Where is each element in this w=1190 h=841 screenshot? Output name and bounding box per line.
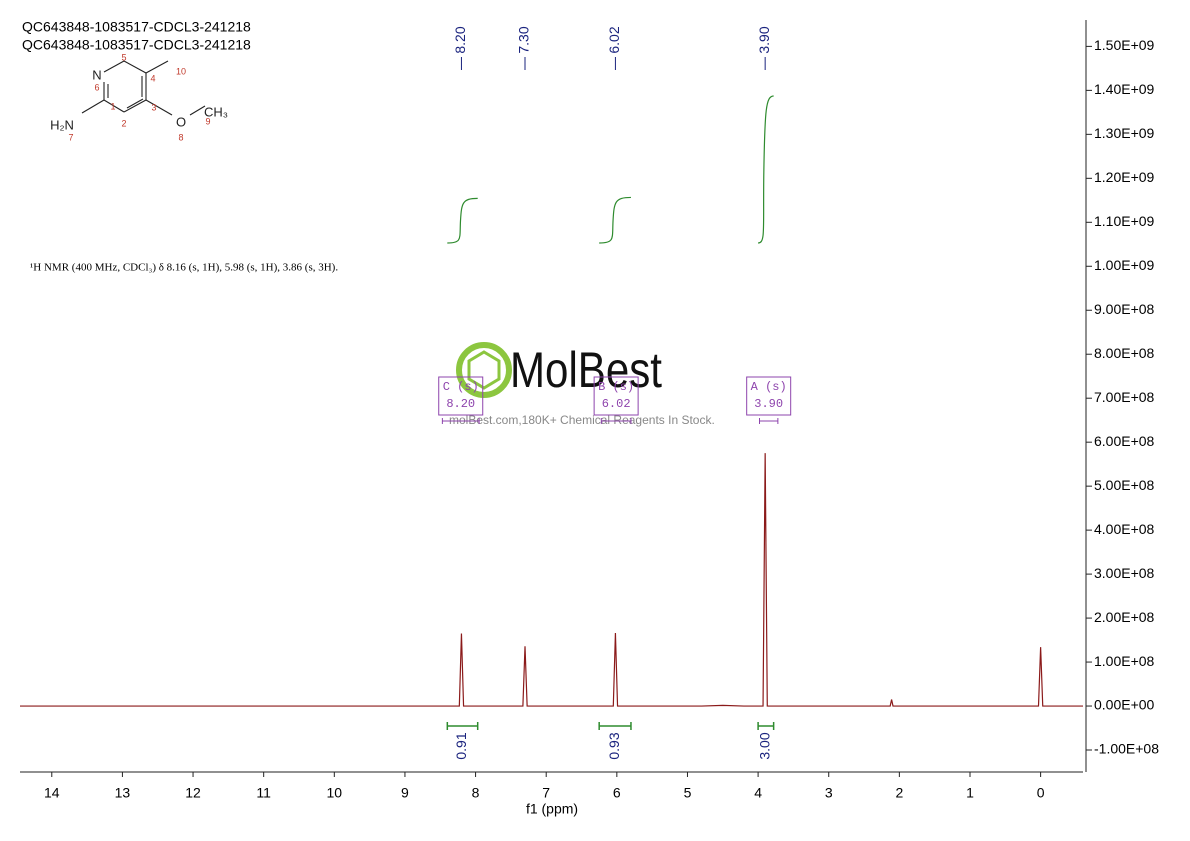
y-tick-label: 6.00E+08 [1094, 433, 1155, 449]
structure-label: H₂N [50, 117, 74, 132]
multiplet-label: B (s) [598, 380, 634, 394]
integral-bracket [598, 722, 632, 730]
multiplet-range [600, 418, 632, 424]
structure-label: 4 [150, 73, 155, 83]
spectrum-line [20, 453, 1083, 707]
y-tick-label: 1.00E+09 [1094, 257, 1155, 273]
y-tick-label: -1.00E+08 [1094, 741, 1159, 757]
x-tick-label: 12 [185, 785, 201, 801]
integral-curve [447, 197, 478, 244]
title-line: QC643848-1083517-CDCL3-241218 [22, 19, 251, 35]
x-tick-label: 1 [966, 785, 974, 801]
structure-label: CH₃ [204, 104, 228, 119]
structure-label: N [92, 67, 101, 82]
watermark: MolBest [510, 342, 662, 398]
title-line: QC643848-1083517-CDCL3-241218 [22, 37, 251, 53]
x-tick-label: 3 [825, 785, 833, 801]
x-tick-label: 0 [1037, 785, 1045, 801]
y-tick-label: 1.30E+09 [1094, 125, 1155, 141]
multiplet-label: A (s) [751, 380, 787, 394]
multiplet-shift: 6.02 [602, 397, 631, 411]
y-tick-label: 7.00E+08 [1094, 389, 1155, 405]
multiplet-range [759, 418, 779, 424]
multiplet-label: C (s) [443, 380, 479, 394]
structure-label: 3 [151, 102, 156, 112]
watermark-logo [456, 342, 512, 398]
peak-label: 3.90 [756, 26, 772, 53]
structure-label: 2 [121, 118, 126, 128]
integral-label: 3.00 [757, 732, 773, 759]
y-tick-label: 4.00E+08 [1094, 521, 1155, 537]
y-tick-label: 9.00E+08 [1094, 301, 1155, 317]
multiplet-box [438, 376, 484, 416]
multiplet-shift: 3.90 [754, 397, 783, 411]
x-tick-label: 2 [895, 785, 903, 801]
integral-curve [757, 95, 774, 244]
structure-label: 6 [94, 82, 99, 92]
integral-label: 0.91 [453, 732, 469, 759]
structure-label: 5 [121, 52, 126, 62]
x-tick-label: 10 [327, 785, 343, 801]
multiplet-box [746, 376, 792, 416]
y-tick-label: 2.00E+08 [1094, 609, 1155, 625]
multiplet-shift: 8.20 [446, 397, 475, 411]
x-tick-label: 7 [542, 785, 550, 801]
x-axis-label: f1 (ppm) [526, 801, 578, 817]
structure-label: 8 [178, 132, 183, 142]
x-tick-label: 14 [44, 785, 60, 801]
nmr-description: ¹H NMR (400 MHz, CDCl₃) δ 8.16 (s, 1H), … [30, 262, 338, 274]
integral-bracket [757, 722, 775, 730]
y-tick-label: 1.00E+08 [1094, 653, 1155, 669]
integral-bracket [446, 722, 479, 730]
structure-label: 7 [68, 132, 73, 142]
peak-label: 6.02 [606, 26, 622, 53]
structure-bonds [81, 60, 206, 116]
integral-label: 0.93 [606, 732, 622, 759]
x-tick-label: 11 [256, 785, 271, 801]
y-tick-label: 1.40E+09 [1094, 81, 1155, 97]
x-tick-label: 6 [613, 785, 621, 801]
peak-label: 8.20 [452, 26, 468, 53]
y-tick-label: 8.00E+08 [1094, 345, 1155, 361]
structure-label: 9 [205, 116, 210, 126]
x-tick-label: 5 [684, 785, 692, 801]
integral-curve [599, 196, 631, 244]
y-tick-label: 1.50E+09 [1094, 37, 1155, 53]
watermark-logo [467, 350, 501, 390]
x-tick-label: 13 [115, 785, 131, 801]
x-tick-label: 4 [754, 785, 762, 801]
x-tick-label: 8 [472, 785, 480, 801]
y-tick-label: 5.00E+08 [1094, 477, 1155, 493]
y-tick-label: 1.10E+09 [1094, 213, 1155, 229]
x-tick-label: 9 [401, 785, 409, 801]
structure-label: 1 [110, 101, 115, 111]
peak-label: 7.30 [516, 26, 532, 53]
watermark-sub: molBest.com,180K+ Chemical Reagents In S… [449, 413, 715, 427]
y-tick-label: 1.20E+09 [1094, 169, 1155, 185]
multiplet-box [593, 376, 639, 416]
structure-label: 10 [176, 66, 186, 76]
structure-label: O [176, 114, 186, 129]
y-tick-label: 3.00E+08 [1094, 565, 1155, 581]
multiplet-range [441, 418, 480, 424]
y-tick-label: 0.00E+00 [1094, 697, 1155, 713]
